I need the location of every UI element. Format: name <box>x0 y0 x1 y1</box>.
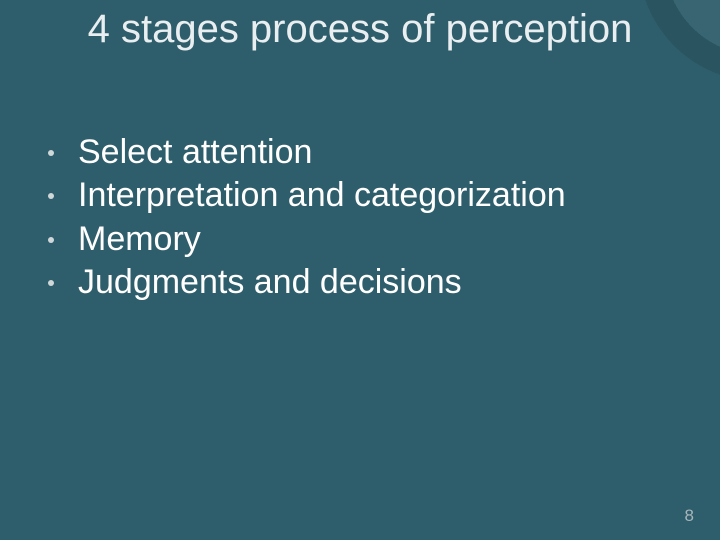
bullet-text: Select attention <box>78 132 312 173</box>
bullet-dot-icon <box>48 280 54 286</box>
bullet-text: Judgments and decisions <box>78 262 462 303</box>
bullet-text: Memory <box>78 219 201 260</box>
slide: 4 stages process of perception Select at… <box>0 0 720 540</box>
list-item: Memory <box>48 219 648 260</box>
bullet-list: Select attention Interpretation and cate… <box>48 132 648 306</box>
list-item: Select attention <box>48 132 648 173</box>
list-item: Interpretation and categorization <box>48 175 648 216</box>
bullet-dot-icon <box>48 193 54 199</box>
bullet-dot-icon <box>48 237 54 243</box>
slide-title: 4 stages process of perception <box>0 6 720 52</box>
page-number: 8 <box>685 506 694 526</box>
list-item: Judgments and decisions <box>48 262 648 303</box>
bullet-text: Interpretation and categorization <box>78 175 566 216</box>
bullet-dot-icon <box>48 150 54 156</box>
